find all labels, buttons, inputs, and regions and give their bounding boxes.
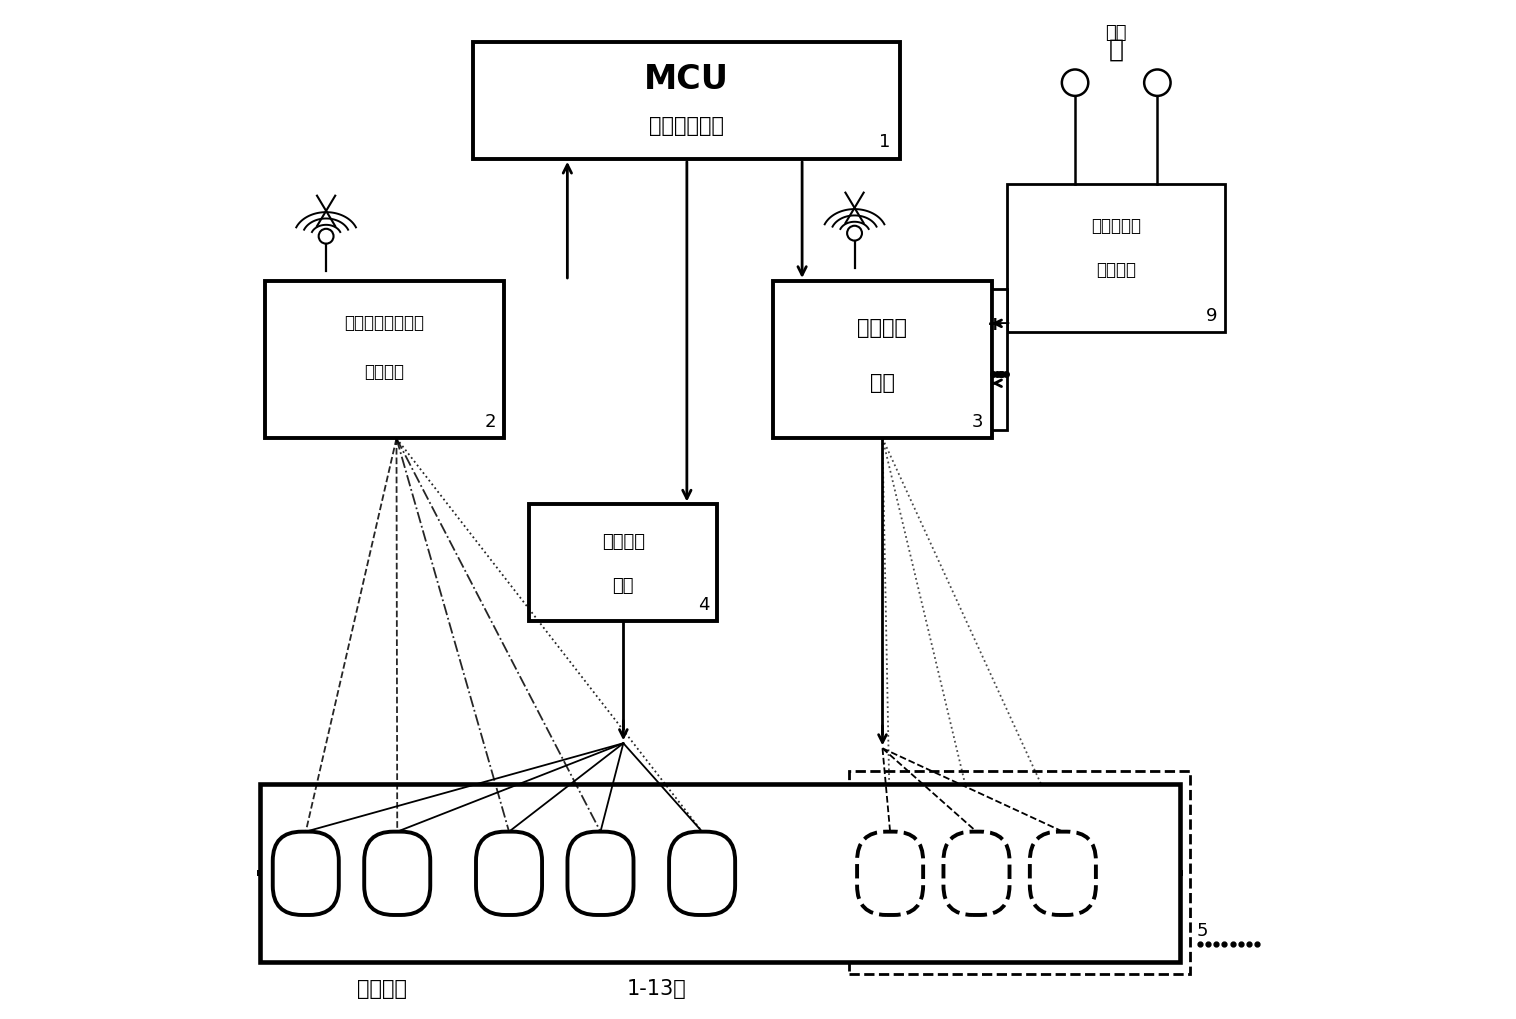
Bar [849,770,1190,974]
FancyBboxPatch shape [857,832,923,915]
FancyBboxPatch shape [1029,832,1096,915]
Text: 4: 4 [697,596,709,614]
Text: 模块: 模块 [870,373,894,393]
Bar [1007,184,1225,331]
Text: 中央控制单元: 中央控制单元 [649,116,725,137]
Text: 模块: 模块 [612,577,634,595]
Text: 2: 2 [484,414,496,431]
Text: 均衡充电: 均衡充电 [858,318,908,338]
Text: 外部电压交: 外部电压交 [1092,217,1142,234]
Text: 电池模块: 电池模块 [356,979,406,999]
Bar [473,42,901,159]
FancyBboxPatch shape [364,832,431,915]
Text: 电压、电流和温度: 电压、电流和温度 [344,315,424,332]
Text: 1-13节: 1-13节 [626,979,687,999]
FancyBboxPatch shape [273,832,338,915]
Text: 监控模块: 监控模块 [364,363,405,381]
Text: 电池散热: 电池散热 [602,533,644,551]
Text: 1: 1 [879,132,890,151]
FancyBboxPatch shape [943,832,1010,915]
Text: ～: ～ [1108,37,1123,61]
Text: MCU: MCU [644,63,729,96]
Bar [265,281,503,438]
FancyBboxPatch shape [476,832,543,915]
Text: 流转换器: 流转换器 [1096,261,1135,279]
Text: 3: 3 [972,414,984,431]
Text: +: + [987,315,1004,333]
FancyBboxPatch shape [669,832,735,915]
Bar [991,288,1007,430]
Text: 电源: 电源 [1105,23,1126,42]
FancyBboxPatch shape [567,832,634,915]
Bar [529,504,717,622]
Bar [261,784,1179,962]
Text: 5: 5 [1198,922,1208,941]
Text: 9: 9 [1205,307,1217,324]
Bar [773,281,991,438]
Text: −: − [993,314,1011,334]
